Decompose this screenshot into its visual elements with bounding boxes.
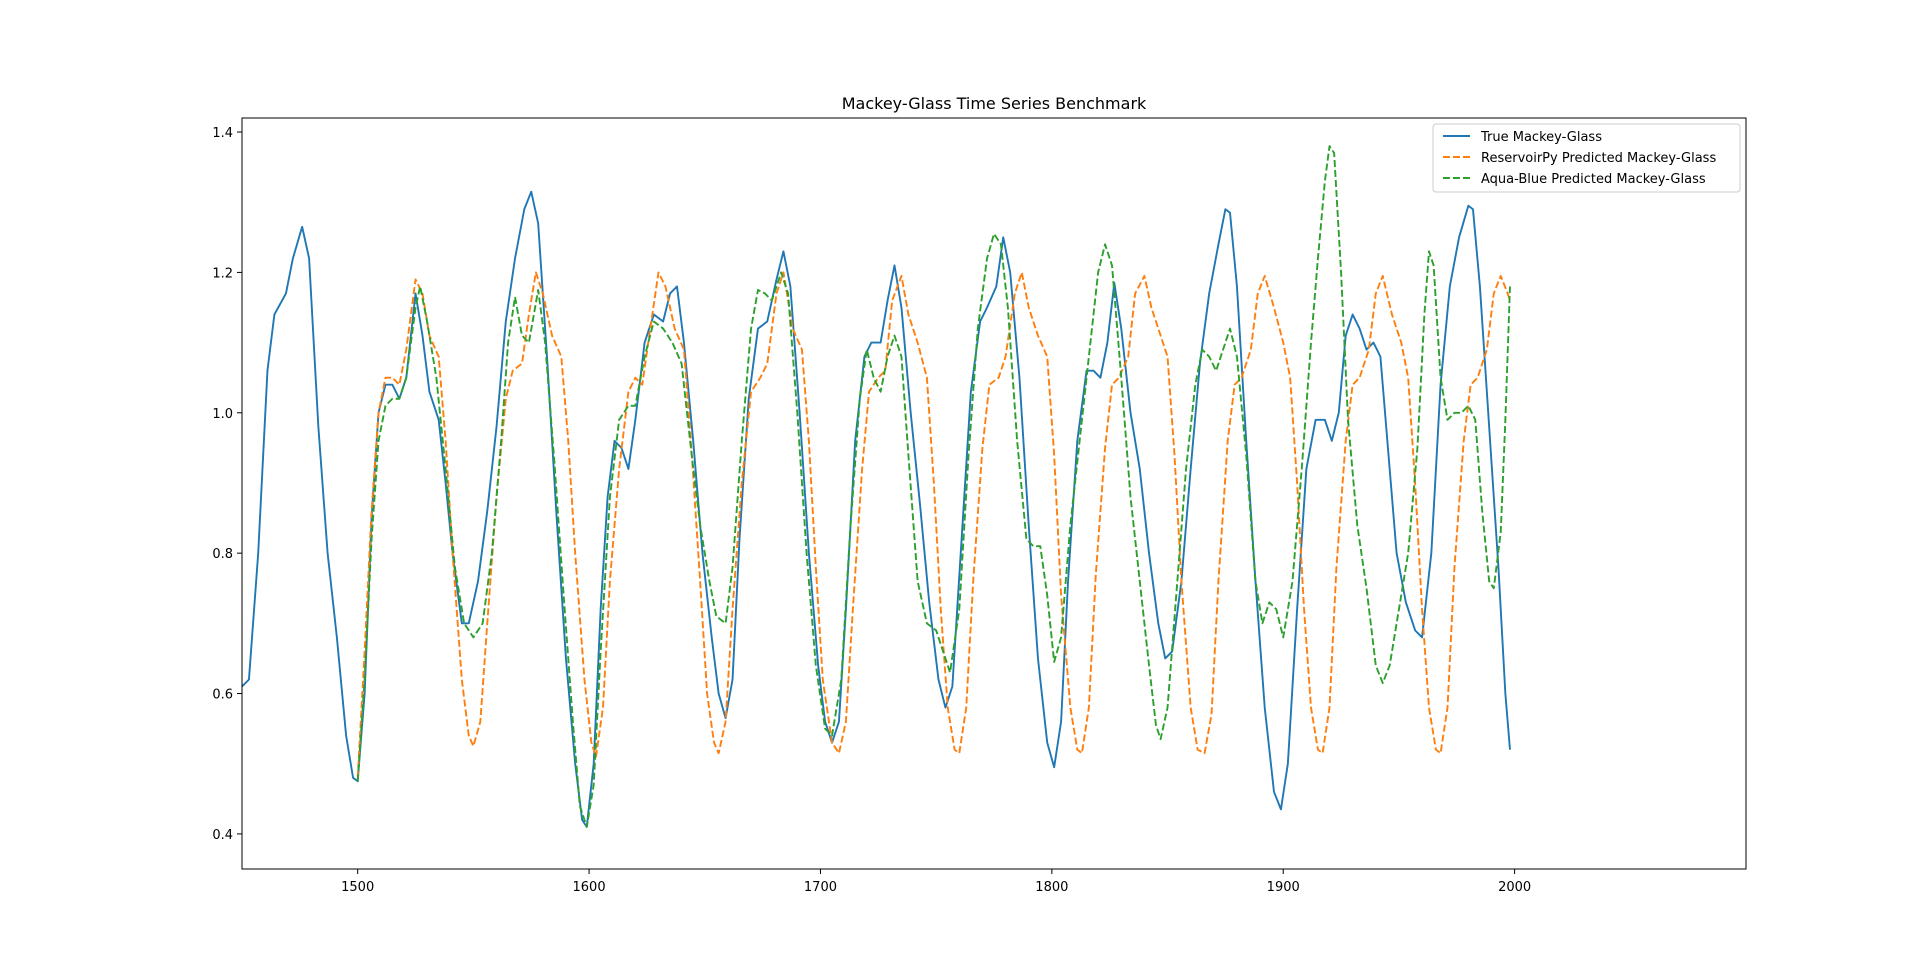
series-line-3 <box>356 145 1511 828</box>
y-tick-label: 0.4 <box>212 828 233 843</box>
y-tick-label: 1.0 <box>212 407 233 422</box>
x-tick-label: 1700 <box>804 880 837 895</box>
y-tick-label: 0.8 <box>212 547 233 562</box>
series-line-2 <box>356 271 1511 778</box>
y-tick-label: 1.2 <box>212 266 233 281</box>
x-tick-label: 1500 <box>341 880 374 895</box>
x-axis: 1500 1600 1700 1800 1900 2000 <box>341 869 1531 895</box>
legend-label-2: ReservoirPy Predicted Mackey-Glass <box>1481 151 1716 166</box>
x-tick-label: 1900 <box>1267 880 1300 895</box>
legend-box <box>1432 123 1741 193</box>
legend-label-1: True Mackey-Glass <box>1480 130 1602 145</box>
x-tick-label: 1800 <box>1035 880 1068 895</box>
plot-area <box>242 145 1511 828</box>
axes-frame <box>241 117 1747 870</box>
y-tick-label: 1.4 <box>212 126 233 141</box>
x-tick-label: 1600 <box>573 880 606 895</box>
x-tick-label: 2000 <box>1498 880 1531 895</box>
legend-label-3: Aqua-Blue Predicted Mackey-Glass <box>1481 172 1706 187</box>
chart-title: Mackey-Glass Time Series Benchmark <box>842 94 1147 113</box>
series-line-1 <box>242 190 1511 828</box>
y-tick-label: 0.6 <box>212 688 233 703</box>
y-axis: 0.4 0.6 0.8 1.0 1.2 1.4 <box>212 126 242 843</box>
legend: True Mackey-Glass ReservoirPy Predicted M… <box>1432 123 1741 193</box>
